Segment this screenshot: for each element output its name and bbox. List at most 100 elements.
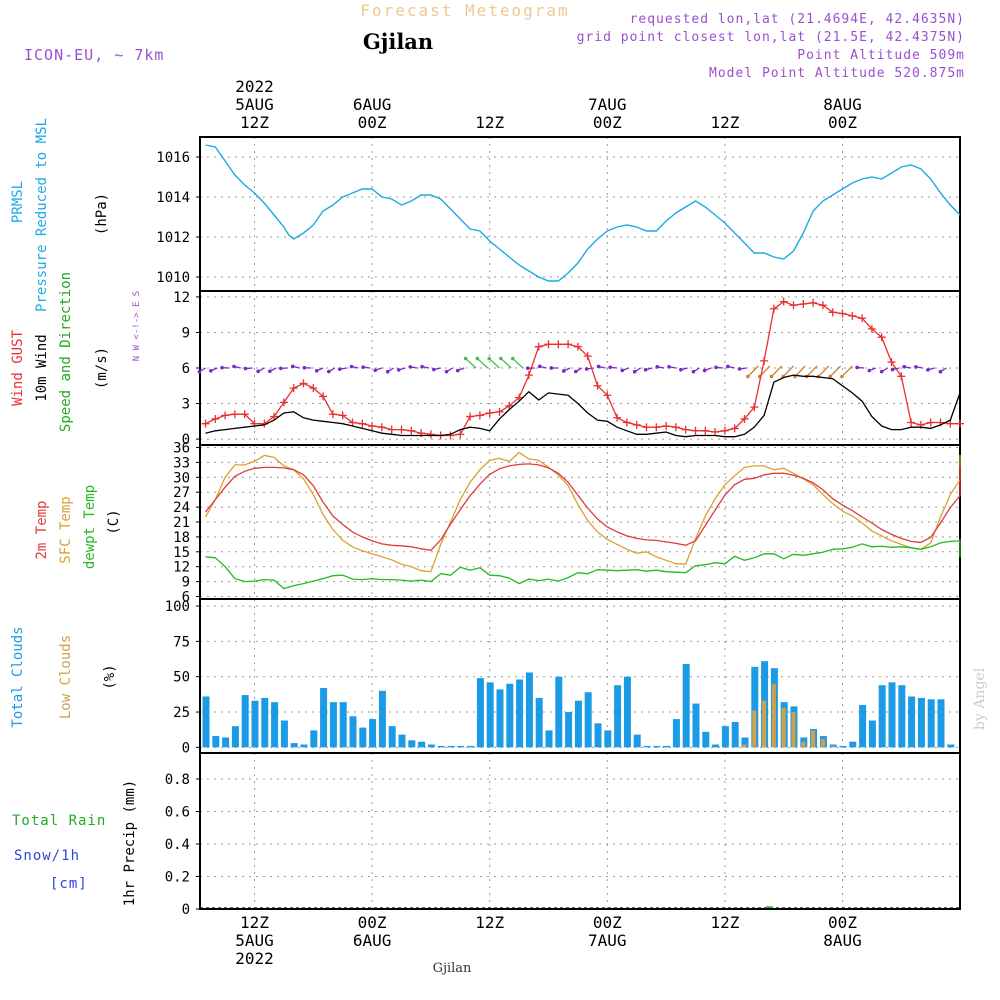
total-cloud-bar: [878, 685, 886, 748]
time-tick-label: 6AUG: [353, 95, 392, 114]
gust-marker: [338, 411, 347, 420]
low-cloud-bar: [801, 741, 806, 748]
wind-direction-arrow: [782, 365, 794, 377]
label-dewpt-temp: dewpt Temp: [82, 485, 98, 569]
gust-marker: [270, 412, 279, 421]
wind-direction-arrowhead: [537, 364, 542, 369]
y-tick-label: 0: [182, 432, 190, 448]
y-tick-label: 0.8: [165, 772, 190, 788]
time-tick-label: 00Z: [358, 913, 387, 932]
gust-marker: [622, 418, 631, 427]
wind-direction-arrowhead: [608, 365, 612, 370]
gust-marker: [662, 422, 671, 431]
low-cloud-bar: [830, 745, 835, 748]
time-tick-label: 2022: [235, 77, 274, 96]
wind-direction-arrowhead: [769, 374, 774, 379]
total-cloud-bar: [604, 730, 612, 748]
gust-marker: [838, 309, 847, 318]
wind-direction-arrowhead: [914, 365, 918, 369]
y-tick-label: 0: [182, 740, 190, 756]
time-tick-label: 8AUG: [823, 931, 862, 950]
y-tick-label: 1016: [156, 150, 190, 166]
compass-label: N W <-!-> E S: [132, 291, 142, 361]
wind-direction-arrowhead: [855, 365, 859, 370]
wind-direction-arrowhead: [737, 367, 742, 371]
low-cloud-bar: [781, 707, 786, 748]
y-tick-label: 25: [173, 705, 190, 721]
total-cloud-bar: [496, 689, 504, 748]
gust-marker: [564, 340, 573, 349]
gust-marker: [956, 419, 964, 428]
gust-marker: [848, 311, 857, 320]
wind-direction-arrowhead: [926, 368, 930, 372]
total-cloud-bar: [241, 695, 249, 748]
wind-direction-arrowhead: [702, 368, 707, 373]
2m-temp-line: [204, 463, 961, 551]
total-cloud-bar: [212, 736, 220, 748]
wind-direction-arrowhead: [279, 366, 283, 371]
gust-marker: [711, 427, 720, 436]
wind-direction-arrowhead: [890, 367, 895, 372]
total-cloud-bar: [623, 676, 631, 748]
gust-marker: [779, 297, 788, 306]
label-10m-wind: 10m Wind: [34, 334, 50, 401]
gust-marker: [230, 410, 239, 419]
wind-direction-arrowhead: [879, 369, 884, 374]
gust-marker: [740, 414, 749, 423]
gust-marker: [603, 391, 612, 400]
total-cloud-bar: [320, 688, 328, 748]
gust-marker: [495, 407, 504, 416]
gust-marker: [426, 430, 435, 439]
total-cloud-bar: [574, 700, 582, 748]
wind-direction-arrow: [488, 358, 500, 369]
y-tick-label: 33: [173, 455, 190, 471]
time-tick-label: 00Z: [828, 913, 857, 932]
wind-direction-arrowhead: [444, 369, 449, 374]
wind-direction-arrowhead: [314, 369, 319, 373]
total-cloud-bar: [584, 692, 592, 748]
time-tick-label: 5AUG: [235, 931, 274, 950]
wind-direction-arrow: [806, 365, 818, 377]
label-percent: (%): [102, 664, 118, 689]
legend-snow: Snow/1h: [14, 848, 80, 864]
total-cloud-bar: [467, 745, 475, 748]
time-tick-label: 6AUG: [353, 931, 392, 950]
y-tick-label: 0: [182, 902, 190, 918]
low-cloud-bar: [752, 710, 757, 748]
wind-direction-arrowhead: [938, 369, 943, 374]
time-tick-label: 12Z: [475, 913, 504, 932]
gust-marker: [642, 423, 651, 432]
gust-marker: [309, 384, 318, 393]
gust-marker: [593, 381, 602, 390]
gust-marker: [211, 414, 220, 423]
wind-direction-arrowhead: [596, 364, 601, 369]
y-tick-label: 0.2: [165, 870, 190, 886]
gust-marker: [789, 301, 798, 310]
pressure-line: [205, 144, 961, 282]
wind-direction-arrow: [465, 358, 477, 369]
wind-direction-arrowhead: [209, 368, 213, 373]
gust-marker: [328, 410, 337, 419]
gust-marker: [289, 384, 298, 393]
time-tick-label: 12Z: [710, 913, 739, 932]
total-cloud-bar: [682, 663, 690, 748]
time-tick-label: 7AUG: [588, 95, 627, 114]
gust-marker: [652, 423, 661, 432]
total-cloud-bar: [506, 683, 514, 748]
total-cloud-bar: [271, 702, 279, 748]
total-cloud-bar: [349, 716, 357, 748]
gust-marker: [279, 398, 288, 407]
label-pressure-msl: Pressure Reduced to MSL: [34, 118, 50, 312]
total-cloud-bar: [369, 719, 377, 748]
wind-direction-arrowhead: [714, 365, 718, 370]
label-2m-temp: 2m Temp: [34, 500, 50, 559]
total-cloud-bar: [751, 666, 759, 748]
total-cloud-bar: [908, 696, 916, 748]
time-tick-label: 12Z: [240, 113, 269, 132]
model-altitude: Model Point Altitude 520.875m: [709, 66, 965, 81]
gust-marker: [867, 324, 876, 333]
wind-direction-arrowhead: [256, 369, 260, 374]
point-altitude: Point Altitude 509m: [797, 48, 965, 63]
